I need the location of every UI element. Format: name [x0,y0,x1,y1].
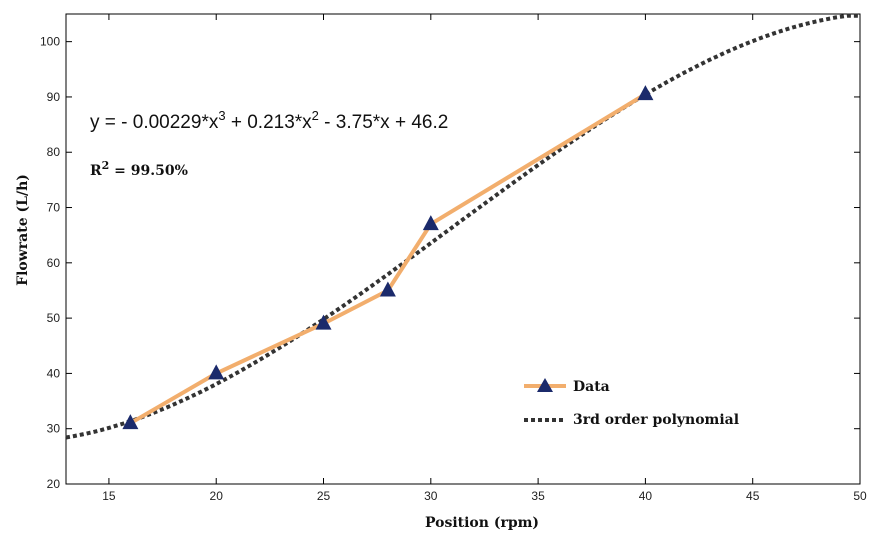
equation-part-2: + 0.213*x [226,112,313,133]
y-tick-label-60: 60 [47,256,61,270]
series-layer [65,13,860,440]
plot-frame [65,13,861,485]
legend-data-label: Data [573,379,610,395]
legend: Data 3rd order polynomial [524,378,739,428]
data-marker-20 [208,364,225,380]
tick-layer: 15 20 25 30 35 40 45 50 20 30 40 50 60 70 80 90 100 [40,14,867,503]
data-line [129,92,647,425]
y-axis-label: Flowrate (L/h) [15,174,31,286]
equation-part-3: - 3.75*x + 46.2 [319,112,448,133]
x-tick-label-45: 45 [746,489,760,503]
equation-exponent-2: 2 [312,108,319,123]
data-marker-25 [315,314,332,330]
y-tick-label-100: 100 [40,35,60,49]
legend-data-marker [537,378,553,392]
y-tick-label-20: 20 [47,477,61,491]
equation-part-1: y = - 0.00229*x [90,112,219,133]
x-tick-label-25: 25 [317,489,331,503]
r-squared-annotation: R2 = 99.50% [90,159,188,179]
x-tick-label-30: 30 [424,489,438,503]
legend-polynomial-label: 3rd order polynomial [573,412,739,428]
x-tick-label-40: 40 [639,489,653,503]
x-axis-label: Position (rpm) [425,515,539,531]
y-tick-label-80: 80 [47,145,61,159]
data-marker-28 [379,281,396,297]
y-tick-label-70: 70 [47,201,61,215]
x-tick-label-50: 50 [853,489,867,503]
r2-exponent: 2 [102,159,110,172]
x-tick-label-15: 15 [102,489,116,503]
y-tick-label-30: 30 [47,422,61,436]
polynomial-fit-line [65,13,860,440]
data-marker-16 [122,414,139,430]
r2-value: = 99.50% [109,163,188,179]
x-tick-label-20: 20 [210,489,224,503]
x-tick-label-35: 35 [531,489,545,503]
equation-exponent-3: 3 [218,108,225,123]
data-marker-30 [422,215,439,231]
y-tick-label-90: 90 [47,90,61,104]
r2-prefix: R [90,163,102,179]
y-tick-label-40: 40 [47,366,61,380]
equation-annotation: y = - 0.00229*x3 + 0.213*x2 - 3.75*x + 4… [90,108,448,133]
y-tick-label-50: 50 [47,311,61,325]
data-marker-40 [637,85,654,101]
plot-area [65,13,861,485]
